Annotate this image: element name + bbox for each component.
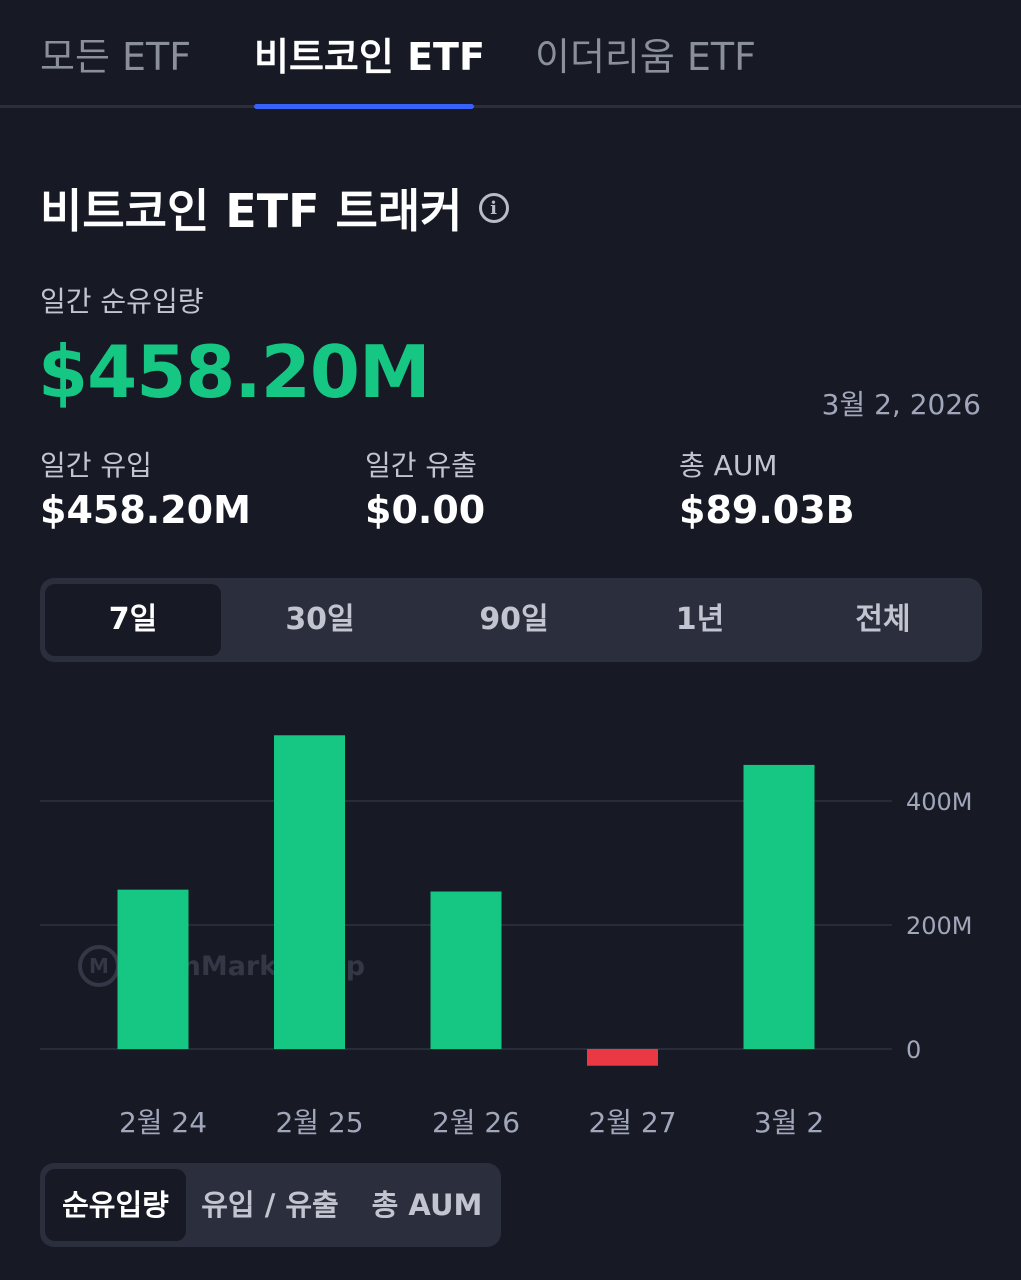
tab-ethereum-etf[interactable]: 이더리움 ETF [535,35,756,79]
date-label: 3월 2, 2026 [821,388,981,421]
tab-bitcoin-etf[interactable]: 비트코인 ETF [254,35,485,79]
page-title: 비트코인 ETF 트래커 i [40,175,509,241]
x-tick-label: 2월 26 [432,1106,520,1139]
x-tick-label: 3월 2 [754,1106,824,1139]
x-tick-label: 2월 24 [119,1106,207,1139]
bar [587,1049,658,1066]
tab-all-etf[interactable]: 모든 ETF [40,35,192,79]
active-tab-indicator [254,104,474,109]
view-inflow-outflow[interactable]: 유입 / 유출 [201,1188,339,1222]
range-all[interactable]: 전체 [855,602,911,637]
page-title-text: 비트코인 ETF 트래커 [40,184,463,238]
y-tick-label: 200M [906,912,973,940]
y-tick-label: 400M [906,788,973,816]
time-range-selector: 7일 30일 90일 1년 전체 [40,578,982,662]
daily-inflow-value: $458.20M [40,488,251,532]
daily-outflow-label: 일간 유출 [365,449,477,482]
bar [274,735,345,1049]
range-30d[interactable]: 30일 [285,602,355,637]
range-1y[interactable]: 1년 [675,602,725,637]
chart-view-selector: 순유입량 유입 / 유출 총 AUM [40,1163,501,1247]
x-tick-label: 2월 27 [588,1106,676,1139]
bar [743,764,815,1049]
bar [430,891,502,1049]
y-tick-label: 0 [906,1036,921,1064]
bar [117,889,189,1049]
net-flow-bar-chart: 0 200M 400M 2월 24 2월 25 2월 26 2월 27 3월 2 [40,735,973,1139]
daily-inflow-label: 일간 유입 [40,449,152,482]
total-aum-value: $89.03B [679,488,855,532]
net-flow-value: $458.20M [38,330,431,414]
info-circle-icon[interactable]: i [478,193,509,223]
range-7d[interactable]: 7일 [45,584,221,656]
view-total-aum[interactable]: 총 AUM [371,1188,483,1222]
range-90d[interactable]: 90일 [479,602,549,637]
view-net-flow[interactable]: 순유입량 [45,1169,186,1241]
etf-tab-bar: 모든 ETF 비트코인 ETF 이더리움 ETF [0,0,1021,109]
x-tick-label: 2월 25 [275,1106,363,1139]
daily-outflow-value: $0.00 [365,488,486,532]
net-flow-label: 일간 순유입량 [40,285,204,318]
total-aum-label: 총 AUM [679,449,778,482]
